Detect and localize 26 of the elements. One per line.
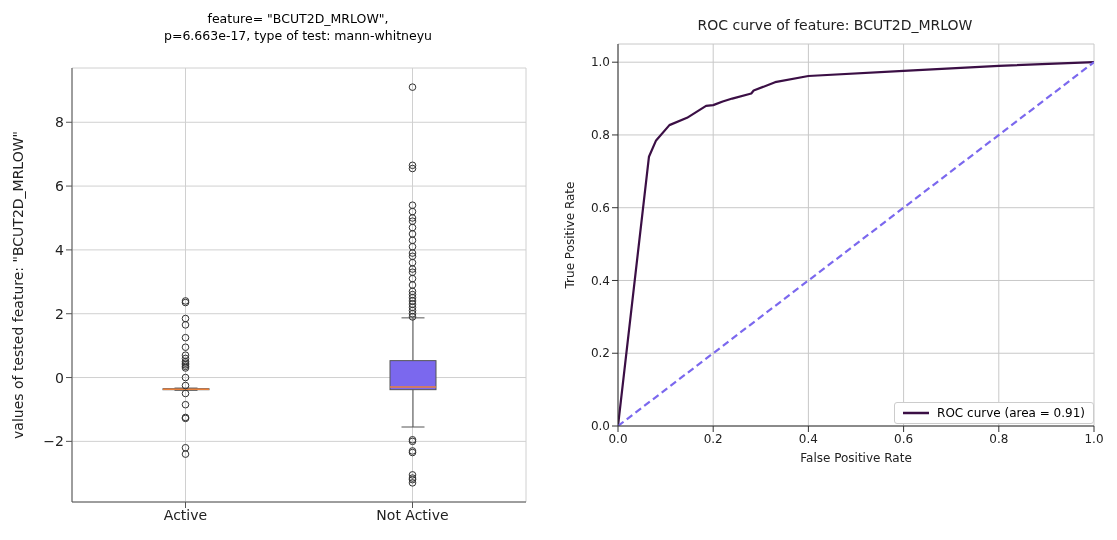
chart-title: ROC curve of feature: BCUT2D_MRLOW <box>697 17 973 33</box>
y-axis-title: True Positive Rate <box>563 181 578 290</box>
y-tick-label: 0.0 <box>590 419 610 434</box>
y-tick-label: 6 <box>55 178 65 195</box>
x-tick-label: 0.6 <box>894 431 914 446</box>
x-tick-label: 1.0 <box>1084 431 1104 446</box>
legend-label: ROC curve (area = 0.91) <box>937 406 1085 420</box>
x-axis-title: False Positive Rate <box>800 451 912 465</box>
y-tick-label: 0 <box>55 369 64 386</box>
x-tick-label: Not Active <box>376 506 449 523</box>
y-tick-label: 8 <box>55 114 64 131</box>
y-axis-title: values of tested feature: "BCUT2D_MRLOW" <box>9 131 26 439</box>
y-tick-label: 0.6 <box>590 200 610 215</box>
x-tick-label: 0.0 <box>608 431 628 446</box>
chart-title: feature= "BCUT2D_MRLOW", p=6.663e-17, type of test: mann-whitneyu <box>163 10 433 44</box>
x-tick-label: 0.4 <box>798 431 818 446</box>
y-tick-label: 0.8 <box>590 128 610 143</box>
y-tick-label: 4 <box>55 241 65 258</box>
y-tick-label: 0.4 <box>590 273 610 288</box>
x-tick-label: 0.2 <box>703 431 723 446</box>
x-tick-label: 0.8 <box>989 431 1009 446</box>
y-tick-label: −2 <box>43 433 64 450</box>
y-tick-label: 2 <box>55 305 64 322</box>
y-tick-label: 0.2 <box>590 346 610 361</box>
x-tick-label: Active <box>163 506 208 523</box>
y-tick-label: 1.0 <box>590 55 610 70</box>
